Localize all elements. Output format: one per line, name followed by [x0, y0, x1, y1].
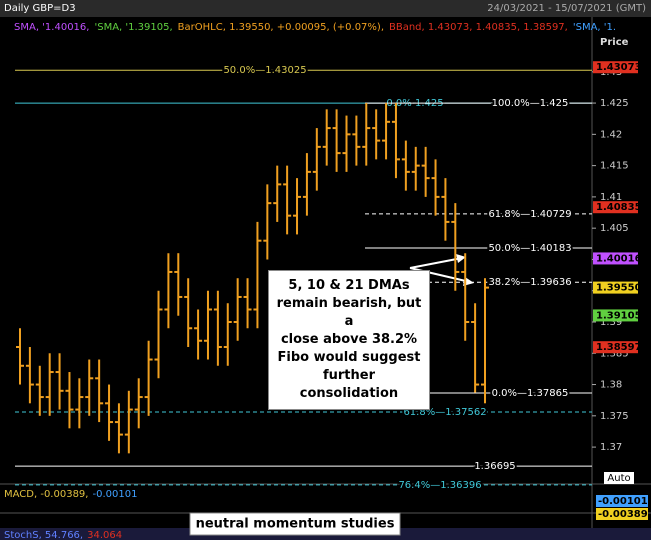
- arrow: [409, 257, 463, 269]
- macd-tag: [596, 508, 648, 520]
- legend-entry: BarOHLC, 1.39550, +0.00095, (+0.07%),: [178, 22, 384, 33]
- y-axis-title: Price: [600, 37, 629, 48]
- chart-title: Daily GBP=D3: [4, 3, 76, 14]
- date-range: 24/03/2021 - 15/07/2021 (GMT): [487, 3, 646, 14]
- momentum-note: neutral momentum studies: [196, 517, 395, 532]
- price-bars: [16, 103, 489, 454]
- y-tick-label: 1.405: [600, 223, 629, 234]
- header-bar: [0, 0, 651, 17]
- annotation-line: Fibo would suggest: [277, 350, 421, 365]
- price-tag: [593, 281, 638, 294]
- fib-label: 76.4%—1.36396: [398, 480, 481, 491]
- stoch-label: 34.064: [87, 530, 122, 540]
- fib-label: 1.36695: [474, 461, 515, 472]
- price-tag-label: 1.40016: [596, 253, 642, 264]
- price-tag: [593, 341, 638, 354]
- macd-tag: [596, 495, 648, 507]
- macd-tag-label: -0.00389: [598, 509, 648, 520]
- fib-label: 50.0%—1.40183: [488, 243, 571, 254]
- y-tick-label: 1.42: [600, 129, 622, 140]
- legend-entry: SMA, '1.40016,: [14, 22, 89, 33]
- legend-entry: BBand, 1.43073, 1.40835, 1.38597,: [389, 22, 568, 33]
- price-tag-label: 1.39105: [596, 310, 642, 321]
- y-tick-label: 1.39: [600, 317, 622, 328]
- annotation-line: remain bearish, but a: [276, 296, 422, 329]
- fib-label: 0.0%—1.37865: [492, 388, 569, 399]
- auto-button[interactable]: [604, 472, 634, 484]
- y-tick-label: 1.41: [600, 192, 622, 203]
- price-tag: [593, 252, 638, 265]
- price-tag-label: 1.39550: [596, 283, 642, 294]
- legend-entry: 'SMA, '1.39105,: [94, 22, 172, 33]
- fib-label: 100.0%—1.425: [492, 98, 569, 109]
- y-tick-label: 1.385: [600, 348, 629, 359]
- macd-label: MACD, -0.00389,: [4, 489, 88, 500]
- macd-tag-label: -0.00101: [598, 496, 648, 507]
- price-tag: [593, 309, 638, 322]
- y-tick-label: 1.38: [600, 380, 622, 391]
- legend-entry: 'SMA, '1.: [573, 22, 616, 33]
- annotation-box: 5, 10 & 21 DMAs remain bearish, but a clos…: [268, 270, 430, 410]
- note-box: [189, 512, 401, 536]
- fib-label: 38.2%—1.39636: [488, 277, 571, 288]
- annotation-line: close above 38.2%: [280, 332, 418, 347]
- price-tag-label: 1.43073: [596, 62, 642, 73]
- arrow-head: [456, 254, 466, 263]
- annotation-line: 5, 10 & 21 DMAs: [288, 278, 410, 293]
- price-tag-label: 1.40835: [596, 202, 642, 213]
- y-tick-label: 1.375: [600, 411, 629, 422]
- annotation-line: further consolidation: [299, 368, 399, 401]
- y-tick-label: 1.425: [600, 98, 629, 109]
- price-tag: [593, 201, 638, 214]
- stoch-label: StochS, 54.766,: [4, 530, 83, 540]
- price-tag-label: 1.38597: [596, 342, 642, 353]
- fib-label: 50.0%—1.43025: [223, 65, 306, 76]
- price-tag: [593, 61, 638, 74]
- fib-label: 61.8%—1.40729: [488, 209, 571, 220]
- y-tick-label: 1.415: [600, 161, 629, 172]
- macd-label: -0.00101: [92, 489, 137, 500]
- y-tick-label: 1.37: [600, 442, 622, 453]
- auto-label[interactable]: Auto: [607, 473, 630, 484]
